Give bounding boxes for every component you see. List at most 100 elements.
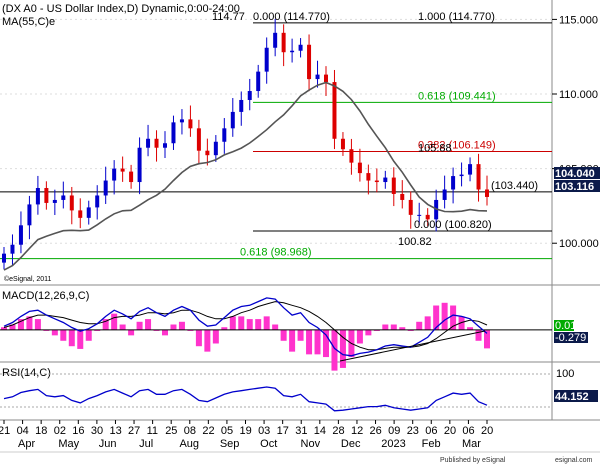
- macd-histogram-bar: [433, 305, 440, 330]
- macd-histogram-bar: [212, 329, 219, 344]
- candle-body: [476, 164, 481, 190]
- footer-brand: esignal.com: [555, 457, 593, 464]
- macd-histogram-bar: [128, 329, 135, 336]
- x-day-label: 26: [370, 425, 382, 437]
- candle-body: [154, 138, 159, 148]
- price-axis-area: [552, 0, 600, 420]
- candle-body: [44, 188, 49, 203]
- fib-level-label: 0.382 (106.149): [418, 139, 496, 151]
- candle-body: [69, 195, 74, 211]
- x-day-label: 18: [35, 425, 47, 437]
- candle-body: [27, 204, 32, 226]
- candle-body: [264, 47, 269, 72]
- candle-body: [103, 180, 108, 196]
- candle-body: [315, 74, 320, 80]
- macd-histogram: [1, 302, 490, 371]
- fib-level-label: 0.618 (98.968): [240, 247, 312, 259]
- macd-histogram-bar: [458, 316, 465, 330]
- rsi-100-tick: 100: [556, 368, 574, 380]
- candle-body: [18, 225, 23, 245]
- candle-body: [340, 138, 345, 150]
- candle-body: [459, 174, 464, 177]
- candle-body: [230, 111, 235, 129]
- macd-histogram-bar: [229, 316, 236, 330]
- rsi-line: [3, 386, 488, 412]
- candle-body: [120, 168, 125, 172]
- moving-average-line: [3, 81, 488, 271]
- rsi-value: 44.152: [555, 391, 589, 403]
- macd-histogram-bar: [339, 329, 346, 368]
- macd-histogram-bar: [365, 329, 372, 336]
- macd-histogram-bar: [26, 316, 33, 330]
- candle-body: [425, 214, 430, 220]
- macd-histogram-bar: [382, 324, 389, 330]
- candle-body: [112, 168, 117, 181]
- fib-level-label: (103.440): [491, 180, 538, 192]
- macd-histogram-bar: [9, 324, 16, 330]
- price-tick-label: 115.000: [559, 14, 598, 26]
- rsi-label: RSI(14,C): [2, 367, 51, 379]
- candle-body: [146, 138, 151, 148]
- macd-histogram-bar: [170, 324, 177, 330]
- macd-trendline: [339, 330, 486, 362]
- macd-histogram-bar: [246, 319, 253, 330]
- candle-body: [213, 141, 218, 156]
- chart-title: (DX A0 - US Dollar Index,D) Dynamic,0:00…: [2, 3, 240, 15]
- candle-body: [400, 193, 405, 200]
- x-month-label: Jul: [139, 438, 153, 450]
- price-tick-label: 100.000: [559, 238, 599, 250]
- annotation-low: 100.82: [398, 236, 432, 248]
- candle-body: [408, 199, 413, 215]
- fib-levels: [0, 22, 552, 260]
- macd-histogram-bar: [162, 329, 168, 336]
- annotation-high-retrace: 0.000 (114.770): [253, 11, 330, 23]
- macd-histogram-bar: [17, 319, 24, 330]
- candle-body: [95, 195, 100, 208]
- candle-body: [188, 119, 193, 129]
- x-month-label: Nov: [301, 438, 321, 450]
- x-day-label: 25: [165, 425, 177, 437]
- macd-histogram-bar: [289, 329, 296, 352]
- macd-histogram-bar: [331, 329, 338, 371]
- macd-histogram-bar: [424, 316, 431, 330]
- x-day-label: 13: [109, 425, 121, 437]
- x-day-label: 31: [295, 425, 307, 437]
- x-day-label: 11: [147, 425, 158, 437]
- footer-published: Published by eSignal: [440, 457, 506, 464]
- x-month-label: May: [58, 438, 79, 450]
- x-month-label: 2023: [381, 438, 405, 450]
- candle-body: [374, 180, 379, 183]
- candle-body: [129, 171, 134, 183]
- x-month-label: Jun: [99, 438, 117, 450]
- macd-histogram-bar: [204, 329, 211, 352]
- candle-body: [357, 162, 362, 174]
- macd-histogram-bar: [51, 329, 58, 336]
- macd-histogram-bar: [85, 329, 92, 341]
- macd-line: [3, 297, 488, 357]
- candle-body: [222, 128, 227, 142]
- x-day-label: 08: [184, 425, 196, 437]
- candle-body: [366, 173, 371, 181]
- candle-body: [417, 214, 422, 216]
- candle-body: [468, 164, 473, 175]
- candle-body: [451, 176, 456, 190]
- macd-histogram-bar: [399, 327, 406, 330]
- macd-histogram-bar: [1, 327, 7, 330]
- candle-body: [205, 150, 210, 156]
- x-month-label: Oct: [260, 438, 277, 450]
- x-month-label: Sep: [220, 438, 240, 450]
- macd-histogram-bar: [263, 316, 270, 330]
- fib-level-label: 1.000 (114.770): [418, 11, 495, 23]
- x-day-label: 09: [388, 425, 400, 437]
- annotation-feb-high: 105.88: [418, 142, 452, 154]
- macd-histogram-bar: [467, 327, 474, 330]
- macd-histogram-bar: [450, 305, 457, 330]
- candle-body: [171, 122, 176, 144]
- macd-histogram-bar: [68, 329, 75, 347]
- x-day-label: 05: [221, 425, 233, 437]
- candle-body: [239, 99, 244, 112]
- candle-body: [290, 50, 295, 53]
- x-day-label: 12: [351, 425, 363, 437]
